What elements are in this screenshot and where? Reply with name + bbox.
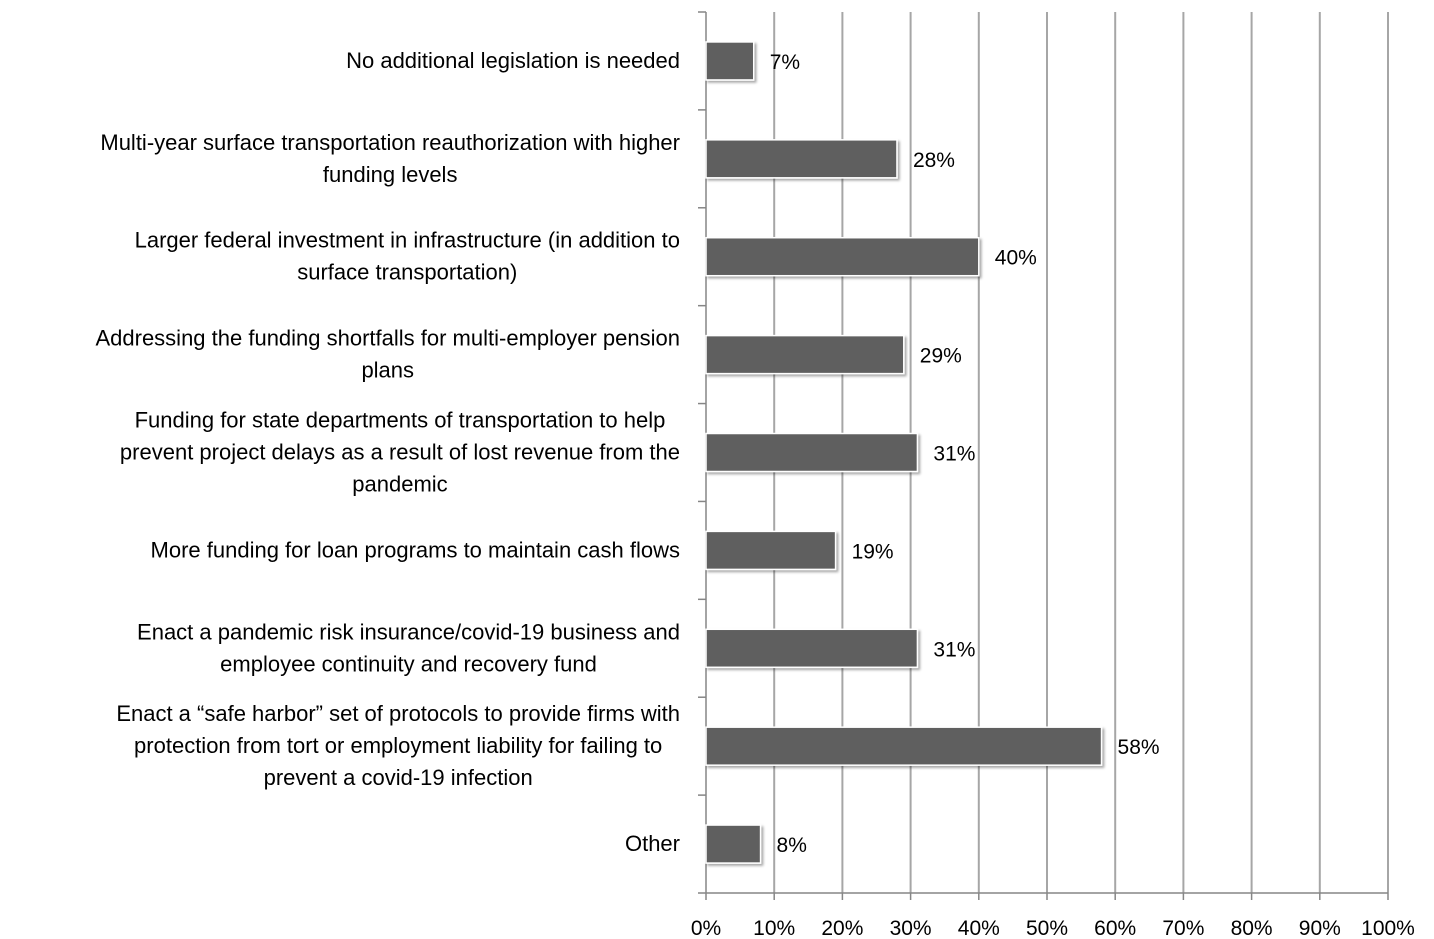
value-label: 40% bbox=[995, 247, 1037, 270]
bar bbox=[705, 41, 755, 81]
category-label: No additional legislation is needed bbox=[346, 48, 680, 73]
value-label: 8% bbox=[777, 834, 807, 857]
value-label: 31% bbox=[933, 638, 975, 661]
bar bbox=[705, 236, 980, 277]
category-label: Other bbox=[625, 831, 680, 856]
value-label: 31% bbox=[933, 443, 975, 466]
bar bbox=[705, 824, 762, 864]
bar bbox=[705, 432, 919, 473]
x-tick-label: 80% bbox=[1231, 917, 1273, 939]
bar bbox=[705, 139, 898, 179]
category-label: Enact a “safe harbor” set of protocols t… bbox=[116, 701, 680, 790]
category-label: Larger federal investment in infrastruct… bbox=[135, 228, 680, 285]
bar bbox=[705, 334, 905, 375]
x-tick-label: 0% bbox=[691, 917, 721, 939]
category-label: Addressing the funding shortfalls for mu… bbox=[95, 326, 680, 383]
x-tick-label: 50% bbox=[1026, 917, 1068, 939]
category-label: Multi-year surface transportation reauth… bbox=[100, 130, 680, 187]
x-tick-label: 10% bbox=[753, 917, 795, 939]
x-tick-label: 70% bbox=[1162, 917, 1204, 939]
category-label: Funding for state departments of transpo… bbox=[120, 408, 680, 497]
value-label: 19% bbox=[852, 540, 894, 563]
bars bbox=[705, 41, 1103, 864]
bar bbox=[705, 530, 837, 571]
x-tick-label: 20% bbox=[821, 917, 863, 939]
x-tick-label: 90% bbox=[1299, 917, 1341, 939]
x-tick-label: 100% bbox=[1361, 917, 1415, 939]
x-tick-label: 30% bbox=[890, 917, 932, 939]
x-tick-label: 60% bbox=[1094, 917, 1136, 939]
bar bbox=[705, 628, 919, 669]
bar bbox=[705, 726, 1103, 766]
value-label: 29% bbox=[920, 345, 962, 368]
value-label: 7% bbox=[770, 51, 800, 74]
category-label: More funding for loan programs to mainta… bbox=[151, 537, 680, 562]
value-label: 58% bbox=[1118, 736, 1160, 759]
x-tick-label: 40% bbox=[958, 917, 1000, 939]
category-label: Enact a pandemic risk insurance/covid-19… bbox=[137, 619, 680, 676]
value-label: 28% bbox=[913, 149, 955, 172]
labels: 0% 10% 20% 30% 40% 50% 60% 70% 80% 90% 100% 7% No ad… bbox=[95, 48, 1414, 939]
